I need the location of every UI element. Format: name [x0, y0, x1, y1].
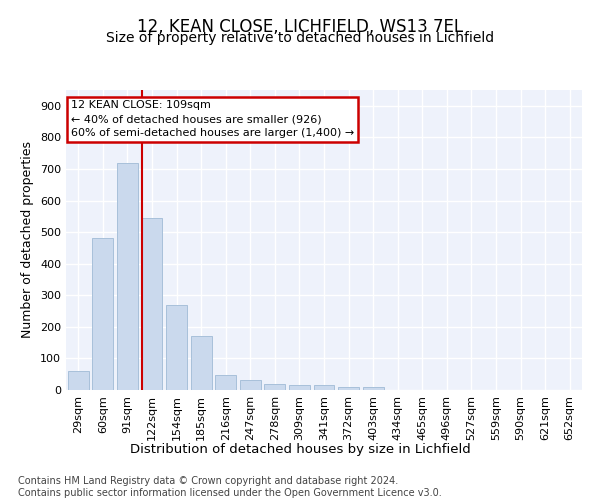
- Text: 12, KEAN CLOSE, LICHFIELD, WS13 7EL: 12, KEAN CLOSE, LICHFIELD, WS13 7EL: [137, 18, 463, 36]
- Bar: [240, 380, 261, 390]
- Text: Size of property relative to detached houses in Lichfield: Size of property relative to detached ho…: [106, 31, 494, 45]
- Bar: [166, 304, 187, 390]
- Bar: [362, 388, 383, 390]
- Text: Contains HM Land Registry data © Crown copyright and database right 2024.
Contai: Contains HM Land Registry data © Crown c…: [18, 476, 442, 498]
- Bar: [117, 162, 138, 390]
- Bar: [191, 336, 212, 390]
- Bar: [92, 238, 113, 390]
- Bar: [289, 386, 310, 390]
- Bar: [215, 375, 236, 390]
- Bar: [314, 386, 334, 390]
- Bar: [265, 384, 286, 390]
- Text: 12 KEAN CLOSE: 109sqm
← 40% of detached houses are smaller (926)
60% of semi-det: 12 KEAN CLOSE: 109sqm ← 40% of detached …: [71, 100, 355, 138]
- Bar: [68, 371, 89, 390]
- Y-axis label: Number of detached properties: Number of detached properties: [22, 142, 34, 338]
- Bar: [338, 388, 359, 390]
- Text: Distribution of detached houses by size in Lichfield: Distribution of detached houses by size …: [130, 442, 470, 456]
- Bar: [142, 218, 163, 390]
